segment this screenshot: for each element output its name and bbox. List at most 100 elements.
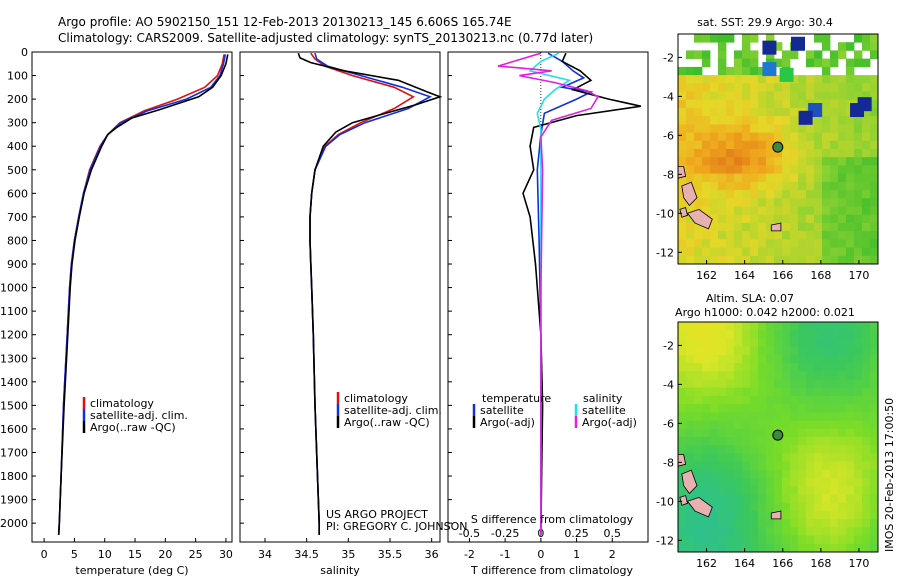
map-cell [798,157,807,166]
map-cell [678,543,687,553]
map-cell [798,420,807,430]
map-cell [838,354,847,364]
map-cell [742,338,751,347]
map-cell [790,91,799,101]
map-x-tick-label: 168 [810,269,831,282]
map-cell [678,363,687,372]
map-cell [702,363,711,372]
map-cell [742,239,751,248]
map-cell [806,437,815,446]
map-cell [814,322,823,331]
map-cell [830,387,839,397]
map-cell [798,354,807,364]
map-cell [742,116,751,125]
map-cell [686,165,695,174]
map-cell [710,330,719,339]
legend-satellite-adj: satellite-adj. clim. [90,409,188,422]
map-cell [838,99,847,109]
map-cell [678,387,687,397]
map-cell [798,502,807,512]
map-cell [742,66,751,76]
map-cell [806,247,815,257]
map-cell [862,363,871,372]
map-cell [750,132,759,142]
map-cell [814,461,823,471]
map-cell [830,371,839,380]
map-cell [702,322,711,331]
map-cell [870,83,879,92]
map-cell [782,527,791,536]
map-cell [846,91,855,101]
map-cell [766,231,775,240]
map-cell [798,445,807,454]
map-cell [790,379,799,389]
map-cell [838,469,847,479]
map-cell [830,535,839,545]
map-cell [854,478,863,487]
x-tick-label: 25 [189,548,203,561]
land-polygon [686,208,713,230]
map-cell [718,124,727,133]
map-cell [774,58,783,68]
map-cell [686,395,695,405]
map-cell [790,461,799,471]
map-cell [710,91,719,101]
map-cell [870,181,879,191]
depth-tick-label: 500 [7,164,28,177]
map-cell [726,420,735,430]
map-cell [854,206,863,216]
difference-xlabel: T difference from climatology [470,564,633,577]
map-cell [702,91,711,101]
map-cell [790,140,799,150]
map-cell [710,190,719,199]
map-cell [846,132,855,142]
map-y-tick-label: -8 [663,456,674,469]
map-cell [694,338,703,347]
map-cell [686,149,695,158]
map-cell [782,478,791,487]
map-cell [782,140,791,150]
map-cell [798,214,807,224]
map-cell [830,91,839,101]
map-cell [678,346,687,356]
map-cell [830,510,839,520]
map-cell [678,222,687,232]
map-cell [710,165,719,174]
map-cell [870,469,879,479]
map-cell [726,527,735,536]
map-cell [742,206,751,216]
map-cell [758,222,767,232]
map-cell [750,247,759,257]
map-cell [758,338,767,347]
series-argo-raw-qc- [297,52,443,535]
map-cell [702,354,711,364]
map-cell [862,535,871,545]
map-cell [838,206,847,216]
map-cell [718,338,727,347]
map-cell [822,371,831,380]
map-cell [726,322,735,331]
map-cell [846,181,855,191]
map-cell [830,190,839,199]
map-cell [734,140,743,150]
sla-map-frame [677,321,879,553]
map-cell [782,494,791,504]
temperature-axes-frame [31,51,233,543]
map-cell [798,247,807,257]
map-cell [718,157,727,166]
map-cell [782,255,791,265]
map-cell [838,453,847,462]
map-cell [678,395,687,405]
map-cell [790,420,799,430]
map-cell [694,387,703,397]
map-cell [798,486,807,495]
map-cell [806,75,815,84]
map-cell [798,75,807,84]
x-tick-label: 0 [537,548,544,561]
map-cell [742,198,751,207]
map-cell [854,519,863,528]
map-cell [846,338,855,347]
map-cell [710,535,719,545]
map-cell [694,91,703,101]
map-cell [686,231,695,240]
